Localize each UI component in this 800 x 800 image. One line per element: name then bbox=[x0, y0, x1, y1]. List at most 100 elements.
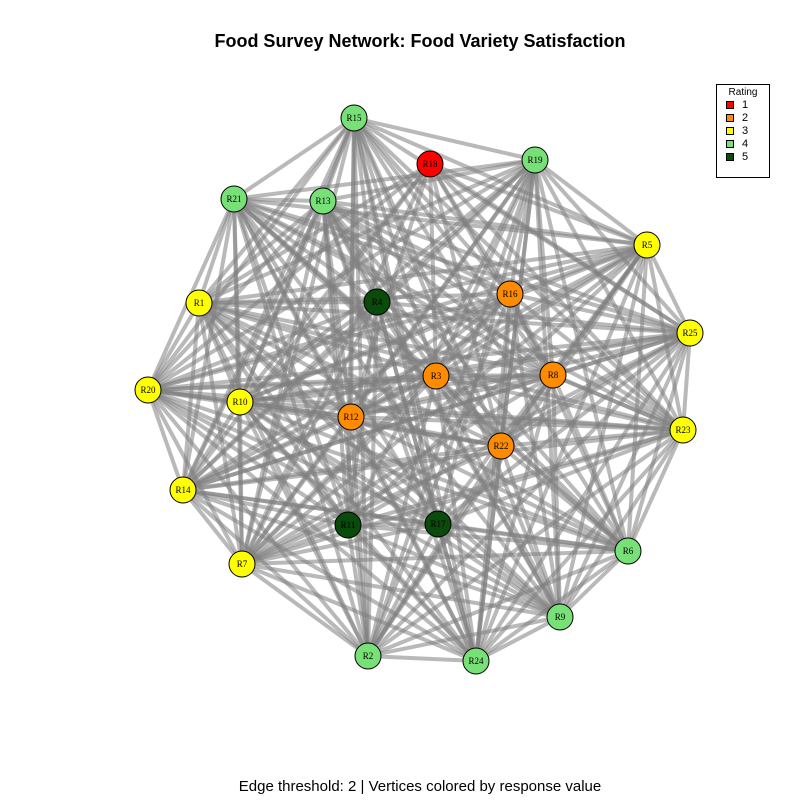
node-label: R12 bbox=[343, 412, 358, 422]
node-R4: R4 bbox=[363, 288, 391, 316]
edge-R18-R25 bbox=[428, 162, 692, 335]
edge-R19-R25 bbox=[533, 158, 692, 335]
edge-R17-R20 bbox=[147, 388, 439, 526]
legend-swatch bbox=[726, 152, 734, 161]
node-label: R8 bbox=[548, 370, 559, 380]
edge-R6-R25 bbox=[626, 332, 692, 552]
edge-R15-R21 bbox=[232, 116, 356, 201]
legend-swatch bbox=[726, 139, 734, 148]
edge-R5-R6 bbox=[626, 244, 649, 552]
node-circle bbox=[337, 403, 365, 431]
edge-R16-R25 bbox=[509, 292, 691, 335]
edge-R14-R23 bbox=[182, 428, 684, 492]
edge-R20-R22 bbox=[147, 388, 502, 448]
node-circle bbox=[169, 476, 197, 504]
edge-R22-R24 bbox=[474, 445, 503, 662]
node-label: R7 bbox=[237, 559, 248, 569]
legend-label: 5 bbox=[742, 150, 749, 163]
edge-R21-R25 bbox=[233, 197, 691, 335]
node-R3: R3 bbox=[422, 362, 450, 390]
node-R10: R10 bbox=[226, 388, 254, 416]
edge-R11-R14 bbox=[182, 488, 349, 527]
edge-R15-R19 bbox=[353, 116, 536, 162]
edge-R16-R23 bbox=[508, 292, 685, 432]
node-label: R5 bbox=[642, 240, 653, 250]
node-R25: R25 bbox=[676, 319, 704, 347]
node-label: R16 bbox=[502, 289, 518, 299]
node-layer: R1 R2 R3 R4 R5 R6 R7 R8 R9 R10 R11 R12 R13 R14 R15 R16 R… bbox=[134, 104, 704, 675]
node-R17: R17 bbox=[424, 510, 452, 538]
node-R16: R16 bbox=[496, 280, 524, 308]
node-R5: R5 bbox=[633, 231, 661, 259]
node-circle bbox=[487, 432, 515, 460]
node-label: R25 bbox=[682, 328, 698, 338]
edge-R6-R22 bbox=[499, 444, 630, 553]
legend-item-2: 2 bbox=[726, 111, 769, 124]
edge-R7-R22 bbox=[241, 444, 502, 566]
node-label: R24 bbox=[468, 656, 484, 666]
node-label: R1 bbox=[194, 298, 205, 308]
edge-R13-R20 bbox=[146, 199, 325, 392]
node-label: R3 bbox=[431, 371, 442, 381]
node-R21: R21 bbox=[220, 185, 248, 213]
node-R24: R24 bbox=[462, 647, 490, 675]
node-label: R17 bbox=[430, 519, 446, 529]
node-circle bbox=[539, 361, 567, 389]
node-circle bbox=[676, 319, 704, 347]
node-R22: R22 bbox=[487, 432, 515, 460]
node-circle bbox=[422, 362, 450, 390]
node-circle bbox=[669, 416, 697, 444]
edge-R22-R23 bbox=[500, 428, 684, 448]
edge-R18-R20 bbox=[146, 162, 432, 392]
node-R14: R14 bbox=[169, 476, 197, 504]
node-circle bbox=[546, 603, 574, 631]
node-circle bbox=[363, 288, 391, 316]
edge-R11-R20 bbox=[146, 388, 350, 527]
node-R7: R7 bbox=[228, 550, 256, 578]
edge-R17-R23 bbox=[437, 428, 684, 526]
node-label: R18 bbox=[422, 159, 438, 169]
legend-item-4: 4 bbox=[726, 137, 769, 150]
edge-R13-R21 bbox=[233, 197, 324, 203]
node-circle bbox=[354, 642, 382, 670]
node-circle bbox=[521, 146, 549, 174]
edge-R5-R25 bbox=[645, 244, 692, 334]
node-circle bbox=[309, 187, 337, 215]
legend-label: 1 bbox=[742, 98, 749, 111]
edge-R11-R17 bbox=[347, 522, 439, 527]
edge-R17-R21 bbox=[232, 197, 440, 526]
edge-R18-R22 bbox=[428, 163, 503, 447]
edge-R13-R16 bbox=[322, 199, 511, 296]
edge-layer bbox=[146, 116, 692, 663]
node-label: R21 bbox=[226, 194, 241, 204]
edge-R6-R20 bbox=[147, 388, 629, 553]
node-R19: R19 bbox=[521, 146, 549, 174]
node-circle bbox=[496, 280, 524, 308]
edge-R2-R7 bbox=[240, 562, 370, 658]
edge-R2-R14 bbox=[181, 488, 370, 658]
legend-swatch bbox=[726, 126, 734, 135]
legend-swatch bbox=[726, 113, 734, 122]
edge-R2-R24 bbox=[367, 654, 477, 663]
edge-R23-R24 bbox=[474, 428, 685, 663]
edge-R21-R22 bbox=[232, 197, 503, 448]
node-R8: R8 bbox=[539, 361, 567, 389]
edge-R20-R24 bbox=[146, 388, 478, 663]
node-label: R9 bbox=[555, 612, 566, 622]
node-label: R13 bbox=[315, 196, 331, 206]
node-circle bbox=[633, 231, 661, 259]
edge-R7-R9 bbox=[241, 562, 561, 619]
edge-R5-R9 bbox=[558, 244, 649, 618]
node-circle bbox=[134, 376, 162, 404]
node-circle bbox=[424, 510, 452, 538]
edge-R10-R17 bbox=[238, 400, 440, 526]
edge-R23-R25 bbox=[681, 332, 692, 431]
legend-title: Rating bbox=[728, 87, 758, 98]
node-circle bbox=[226, 388, 254, 416]
legend-swatch bbox=[726, 100, 734, 109]
edge-R6-R23 bbox=[626, 429, 685, 552]
node-R9: R9 bbox=[546, 603, 574, 631]
node-R11: R11 bbox=[334, 511, 362, 539]
